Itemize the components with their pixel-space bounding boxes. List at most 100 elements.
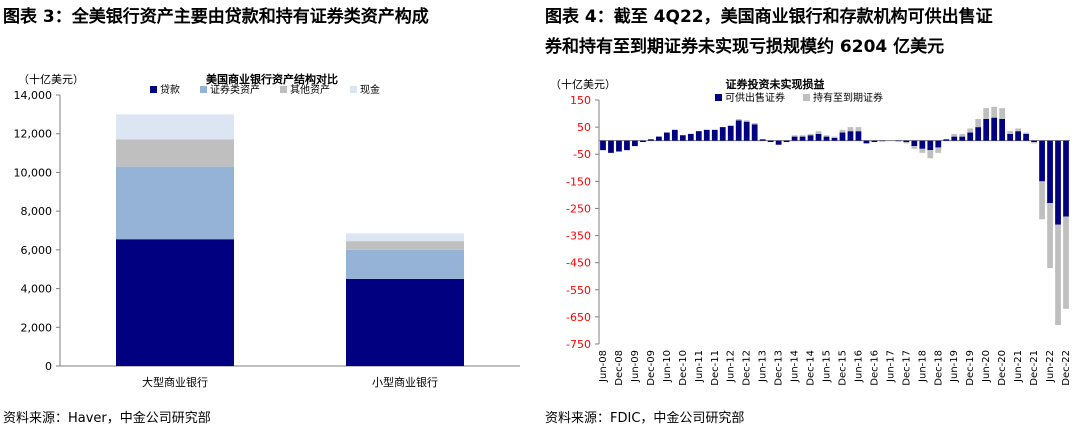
right-bar-segment <box>799 136 806 141</box>
left-legend-swatch <box>350 86 357 93</box>
right-bar-segment <box>1063 140 1069 217</box>
left-y-tick-label: 10,000 <box>14 166 53 179</box>
right-x-tick-label: Jun-19 <box>949 350 960 383</box>
right-y-tick-label: -50 <box>573 148 591 161</box>
right-bar-segment <box>895 140 902 142</box>
left-bar-segment <box>346 233 464 242</box>
right-x-tick-label: Dec-08 <box>614 350 625 386</box>
right-bar-segment <box>791 135 798 137</box>
right-bar-segment <box>1039 181 1045 220</box>
right-bar-segment <box>727 125 734 141</box>
right-bar-segment <box>703 129 710 141</box>
right-figure-title-line1: 图表 4：截至 4Q22，美国商业银行和存款机构可供出售证 <box>545 7 993 27</box>
right-bar-segment <box>648 139 654 141</box>
right-bar-segment <box>919 148 926 153</box>
left-legend-swatch <box>150 86 157 93</box>
right-bar-segment <box>855 131 862 141</box>
right-x-tick-label: Jun-18 <box>917 350 928 383</box>
right-y-tick-label: 50 <box>577 121 591 134</box>
left-bar-segment <box>116 239 234 366</box>
right-unit-label: （十亿美元） <box>550 77 616 91</box>
right-bar-segment <box>855 127 862 132</box>
right-bar-segment <box>735 118 742 121</box>
right-bar-segment <box>1055 224 1061 326</box>
left-chart-title: 美国商业银行资产结构对比 <box>206 72 338 86</box>
right-bar-segment <box>616 140 622 152</box>
right-bar-segment <box>879 140 886 142</box>
right-x-tick-label: Jun-16 <box>853 350 864 383</box>
right-x-tick-label: Dec-18 <box>933 350 944 386</box>
left-y-tick-label: 12,000 <box>14 128 53 141</box>
left-bar-segment <box>346 278 464 366</box>
right-bar-segment <box>823 135 830 137</box>
left-legend-label: 其他资产 <box>290 83 330 96</box>
right-bar-segment <box>943 139 950 141</box>
right-figure-title-line2: 券和持有至到期证券未实现亏损规模约 6204 亿美元 <box>545 37 945 57</box>
right-x-tick-label: Dec-17 <box>901 350 912 386</box>
right-bar-segment <box>1055 140 1061 225</box>
left-bar-segment <box>116 166 234 240</box>
left-bar-segment <box>346 249 464 279</box>
left-legend-label: 证券类资产 <box>210 83 260 96</box>
right-y-tick-label: -450 <box>566 257 591 270</box>
right-x-tick-label: Jun-20 <box>981 350 992 383</box>
right-bar-segment <box>903 140 910 143</box>
right-bar-segment <box>967 128 974 133</box>
right-bar-segment <box>919 140 926 149</box>
right-x-tick-label: Dec-22 <box>1061 350 1072 386</box>
right-bar-segment <box>831 137 838 141</box>
right-bar-segment <box>871 140 878 143</box>
left-y-tick-label: 14,000 <box>14 89 53 102</box>
left-y-tick-label: 2,000 <box>21 321 53 334</box>
right-bar-segment <box>847 131 854 141</box>
right-bar-segment <box>935 140 942 148</box>
left-bar-segment <box>116 114 234 140</box>
left-category-label: 大型商业银行 <box>142 375 208 389</box>
right-x-tick-label: Jun-17 <box>885 350 896 383</box>
left-y-axis: 0 2,000 4,000 6,000 8,000 10,000 12,000 14,000 <box>14 89 520 373</box>
right-bar-segment <box>823 136 830 141</box>
right-x-tick-label: Jun-09 <box>630 350 641 383</box>
right-bar-segment <box>967 132 974 141</box>
right-bar-segment <box>975 127 982 141</box>
left-y-tick-label: 4,000 <box>21 283 53 296</box>
right-bar-segment <box>767 140 774 143</box>
right-bar-segment <box>640 140 646 143</box>
right-bar-segment <box>743 121 750 141</box>
right-bar-segment <box>775 140 782 145</box>
right-x-tick-label: Dec-14 <box>806 350 817 386</box>
right-source: 资料来源：FDIC，中金公司研究部 <box>545 411 745 426</box>
right-bar-segment <box>983 108 990 119</box>
left-chart: （十亿美元） 美国商业银行资产结构对比 贷款 证券类资产 其他资产 现金 0 2,000… <box>14 72 520 389</box>
left-x-axis: 大型商业银行 小型商业银行 <box>142 375 438 389</box>
left-y-tick-label: 6,000 <box>21 244 53 257</box>
right-bar-segment <box>831 136 838 138</box>
right-bar-segment <box>807 135 814 141</box>
right-bars <box>600 106 1069 326</box>
right-x-tick-label: Dec-13 <box>774 350 785 386</box>
right-bar-segment <box>1007 131 1014 134</box>
right-bar-segment <box>679 135 686 141</box>
right-x-tick-label: Dec-10 <box>678 350 689 386</box>
right-y-tick-label: 150 <box>570 94 591 107</box>
right-bar-segment <box>975 118 982 128</box>
right-x-tick-label: Jun-11 <box>694 350 705 383</box>
right-x-tick-label: Jun-22 <box>1045 350 1056 383</box>
right-bar-segment <box>783 140 790 143</box>
left-y-tick-label: 8,000 <box>21 205 53 218</box>
right-bar-segment <box>624 140 630 151</box>
right-x-tick-label: Dec-09 <box>646 350 657 386</box>
right-bar-segment <box>991 106 998 118</box>
left-bars <box>116 114 464 366</box>
right-bar-segment <box>1047 140 1053 204</box>
right-bar-segment <box>1031 140 1037 143</box>
right-chart: （十亿美元） 证券投资未实现损益 可供出售证券 持有至到期证券 150 50 -50 -… <box>550 77 1072 386</box>
right-x-tick-label: Dec-16 <box>869 350 880 386</box>
right-bar-segment <box>847 127 854 132</box>
left-bar-segment <box>116 139 234 167</box>
right-x-tick-label: Dec-21 <box>1029 350 1040 386</box>
right-bar-segment <box>1015 128 1021 132</box>
right-legend-label: 持有至到期证券 <box>813 91 883 104</box>
right-bar-segment <box>815 131 822 134</box>
right-bar-segment <box>687 133 694 141</box>
